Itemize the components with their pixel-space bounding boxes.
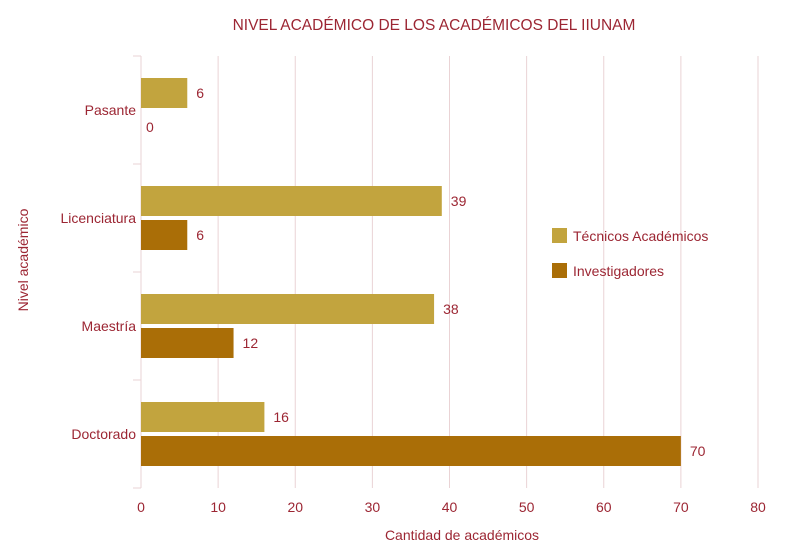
data-label: 6 bbox=[196, 85, 204, 101]
data-label: 39 bbox=[451, 193, 467, 209]
x-tick-labels: 0 10 20 30 40 50 60 70 80 bbox=[137, 499, 766, 515]
data-label: 38 bbox=[443, 301, 459, 317]
data-label: 70 bbox=[690, 443, 706, 459]
x-tick-label: 30 bbox=[365, 499, 381, 515]
data-label: 0 bbox=[146, 119, 154, 135]
category-label: Pasante bbox=[85, 102, 137, 118]
bar-investigadores bbox=[141, 436, 681, 466]
bar-tecnicos bbox=[141, 186, 442, 216]
grid-lines bbox=[140, 56, 759, 488]
x-tick-label: 0 bbox=[137, 499, 145, 515]
data-labels: 6 0 39 6 38 12 16 70 bbox=[146, 85, 706, 459]
x-tick-label: 10 bbox=[210, 499, 226, 515]
x-tick-label: 20 bbox=[287, 499, 303, 515]
x-tick-label: 50 bbox=[519, 499, 535, 515]
data-label: 6 bbox=[196, 227, 204, 243]
y-axis-title: Nivel académico bbox=[15, 208, 31, 311]
category-labels: Pasante Licenciatura Maestría Doctorado bbox=[61, 102, 137, 442]
bar-tecnicos bbox=[141, 78, 188, 108]
legend-swatch bbox=[552, 263, 567, 278]
chart-title: NIVEL ACADÉMICO DE LOS ACADÉMICOS DEL II… bbox=[233, 17, 636, 34]
bar-investigadores bbox=[141, 220, 188, 250]
axis-separators bbox=[133, 55, 141, 489]
x-tick-label: 80 bbox=[750, 499, 766, 515]
bars bbox=[141, 78, 681, 466]
category-label: Maestría bbox=[82, 318, 137, 334]
legend-label: Investigadores bbox=[573, 263, 664, 279]
data-label: 12 bbox=[243, 335, 259, 351]
data-label: 16 bbox=[273, 409, 289, 425]
legend-label: Técnicos Académicos bbox=[573, 228, 708, 244]
bar-investigadores bbox=[141, 328, 234, 358]
legend: Técnicos Académicos Investigadores bbox=[552, 228, 708, 279]
x-axis-title: Cantidad de académicos bbox=[385, 527, 539, 543]
legend-swatch bbox=[552, 228, 567, 243]
category-label: Doctorado bbox=[71, 426, 136, 442]
category-label: Licenciatura bbox=[61, 210, 137, 226]
x-tick-label: 70 bbox=[673, 499, 689, 515]
bar-tecnicos bbox=[141, 294, 435, 324]
bar-tecnicos bbox=[141, 402, 265, 432]
x-tick-label: 60 bbox=[596, 499, 612, 515]
x-tick-label: 40 bbox=[442, 499, 458, 515]
